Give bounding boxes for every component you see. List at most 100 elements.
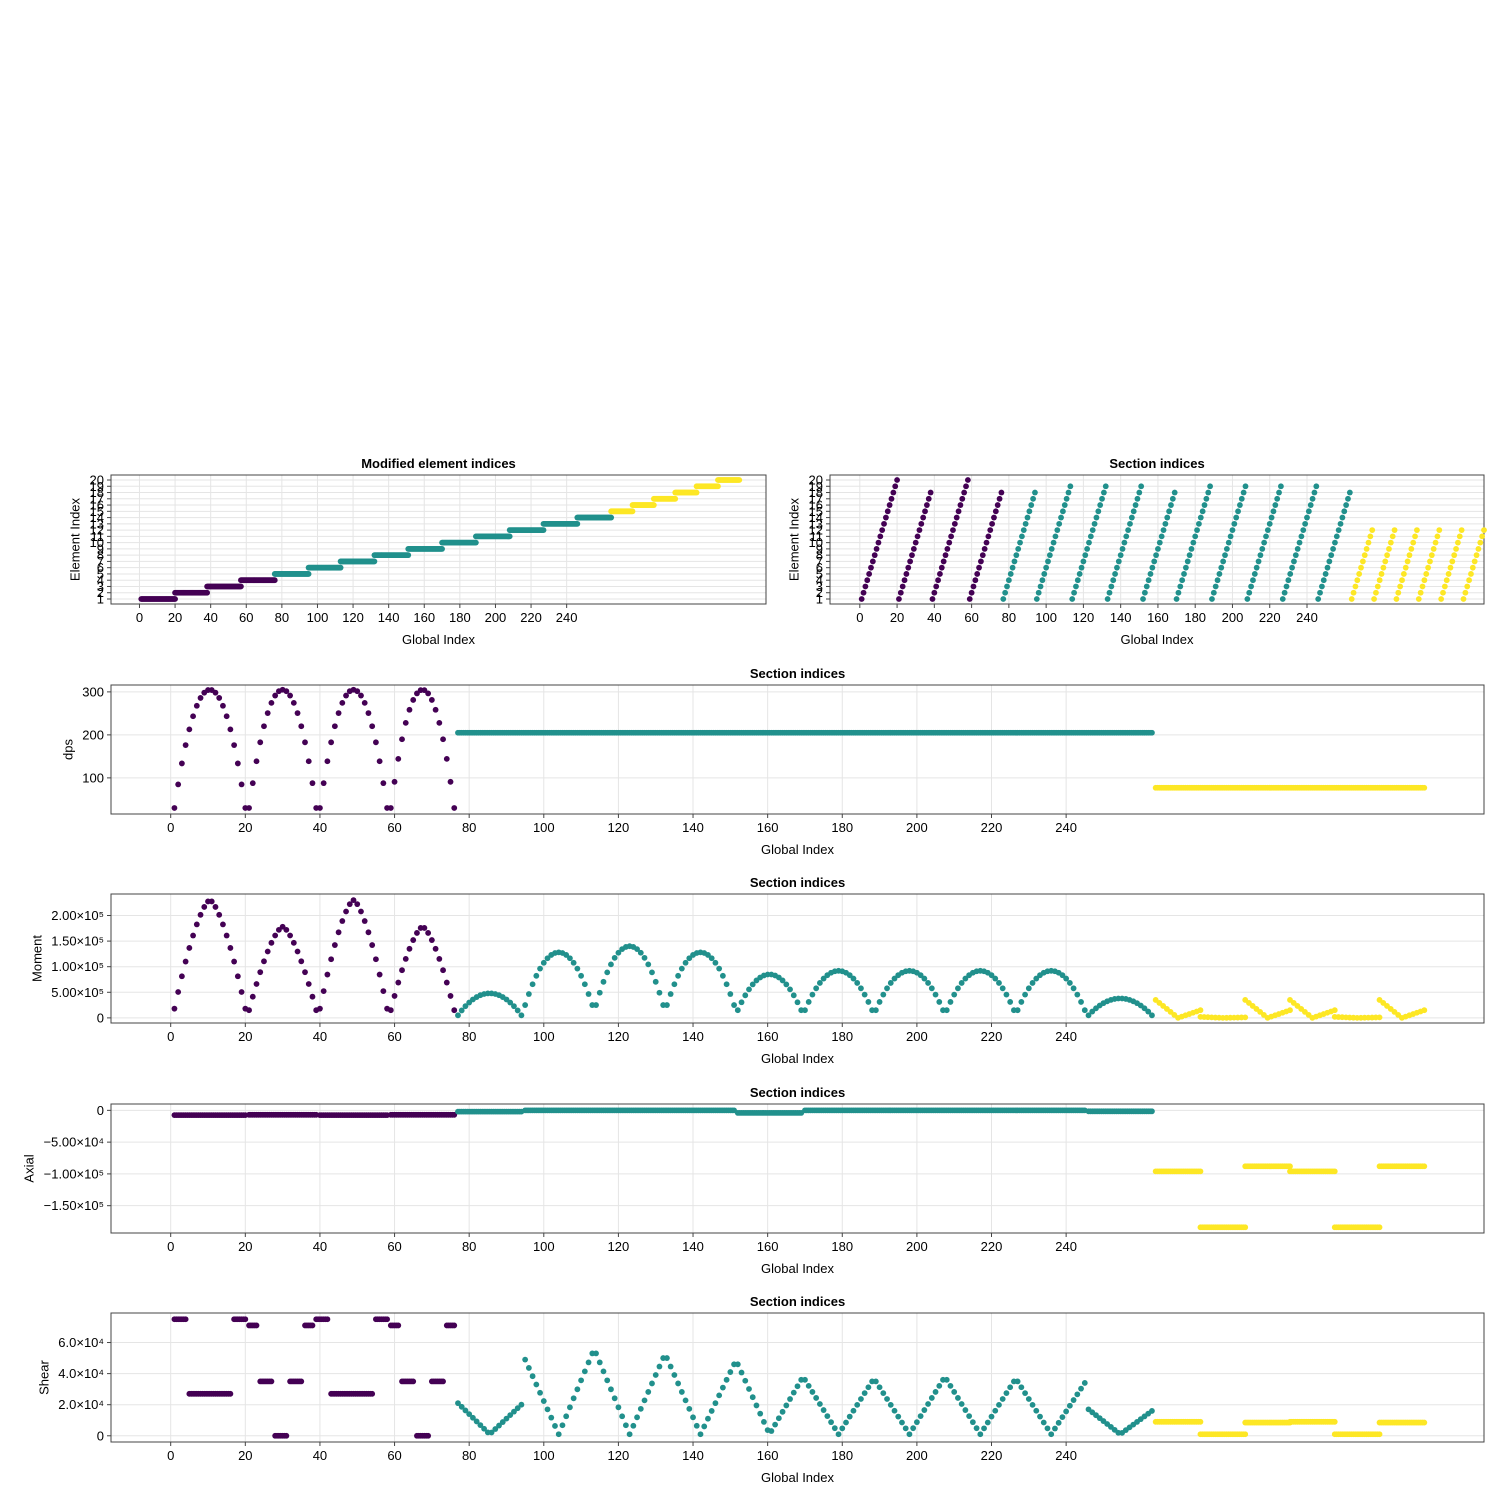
data-point <box>540 959 547 966</box>
data-point <box>578 1377 584 1384</box>
data-point <box>544 1406 551 1413</box>
data-point <box>395 1322 402 1329</box>
data-point <box>533 972 540 979</box>
data-point <box>570 1395 577 1402</box>
y-tick-label: 5 <box>97 566 104 581</box>
data-point <box>664 1002 670 1008</box>
data-point <box>883 514 889 521</box>
data-point <box>916 527 923 534</box>
x-tick-label: 120 <box>608 820 630 835</box>
data-point <box>1331 1168 1338 1175</box>
data-point <box>518 1401 525 1408</box>
data-point <box>938 564 945 571</box>
data-point <box>1076 571 1083 577</box>
y-tick-label: 7 <box>97 554 104 569</box>
data-point <box>522 1356 529 1363</box>
series-1 <box>171 1111 458 1119</box>
data-point <box>1410 539 1417 546</box>
data-point <box>1141 1005 1148 1012</box>
data-point <box>503 1415 510 1422</box>
data-point <box>1030 495 1036 502</box>
data-point <box>350 897 357 904</box>
chart-title: Section indices <box>750 1294 845 1309</box>
data-point <box>652 1372 659 1378</box>
data-point <box>287 932 293 939</box>
data-point <box>697 1431 704 1438</box>
data-point <box>227 945 234 951</box>
data-point <box>1404 558 1411 565</box>
data-point <box>656 989 663 996</box>
x-tick-label: 20 <box>238 1448 252 1463</box>
data-point <box>1387 539 1394 546</box>
data-point <box>204 589 211 596</box>
data-point <box>563 952 570 958</box>
x-tick-label: 200 <box>906 820 928 835</box>
x-tick-label: 60 <box>239 610 253 625</box>
y-tick-label: 1 <box>97 591 104 606</box>
data-point <box>1067 483 1074 490</box>
y-tick-label: 1.50×10⁵ <box>51 934 104 949</box>
data-point <box>622 1422 629 1429</box>
data-point <box>1233 514 1240 521</box>
data-point <box>1074 577 1081 584</box>
data-point <box>1376 1224 1383 1231</box>
data-point <box>746 986 752 993</box>
x-tick-label: 0 <box>167 820 174 835</box>
data-point <box>1324 564 1331 571</box>
data-point <box>1287 1163 1293 1170</box>
data-point <box>182 1316 189 1323</box>
data-point <box>880 1390 887 1397</box>
data-point <box>1414 527 1420 534</box>
data-point <box>816 980 823 986</box>
data-point <box>917 1413 924 1419</box>
data-point <box>253 981 260 987</box>
data-point <box>906 1431 913 1438</box>
data-point <box>186 726 193 733</box>
x-axis-label: Global Index <box>1121 632 1194 647</box>
data-point <box>1212 583 1219 590</box>
data-point <box>1099 495 1105 502</box>
data-point <box>1380 564 1387 571</box>
data-point <box>410 937 417 943</box>
data-point <box>264 710 271 716</box>
data-point <box>324 1316 331 1323</box>
data-point <box>1149 729 1155 736</box>
data-point <box>1013 552 1020 559</box>
data-point <box>518 1012 525 1019</box>
data-point <box>552 1423 558 1429</box>
data-point <box>1162 520 1169 527</box>
data-point <box>854 1401 861 1408</box>
data-point <box>858 1396 864 1402</box>
data-point <box>317 805 323 811</box>
data-point <box>246 1007 252 1014</box>
y-tick-label: 11 <box>91 529 105 544</box>
data-point <box>1196 520 1202 527</box>
data-point <box>472 539 479 546</box>
data-point <box>973 1425 980 1432</box>
y-axis-label: Element Index <box>68 497 83 581</box>
data-point <box>888 495 895 502</box>
data-point <box>414 930 420 936</box>
data-point <box>447 778 454 785</box>
data-point <box>212 689 219 696</box>
data-point <box>369 1390 376 1397</box>
data-point <box>346 901 353 908</box>
data-point <box>514 1007 521 1014</box>
data-point <box>1421 1163 1428 1170</box>
data-point <box>723 1376 730 1383</box>
data-point <box>298 1378 305 1385</box>
data-point <box>477 1422 484 1428</box>
x-tick-label: 80 <box>462 1029 476 1044</box>
data-point <box>1434 533 1441 540</box>
data-point <box>1130 508 1137 515</box>
data-point <box>604 969 611 976</box>
data-point <box>1007 571 1014 577</box>
data-point <box>1270 508 1277 515</box>
data-point <box>1374 583 1381 590</box>
data-point <box>537 1389 543 1396</box>
data-point <box>1421 577 1428 584</box>
x-axis-label: Global Index <box>402 632 475 647</box>
data-point <box>272 692 279 699</box>
data-point <box>1033 596 1040 602</box>
data-point <box>223 932 230 939</box>
